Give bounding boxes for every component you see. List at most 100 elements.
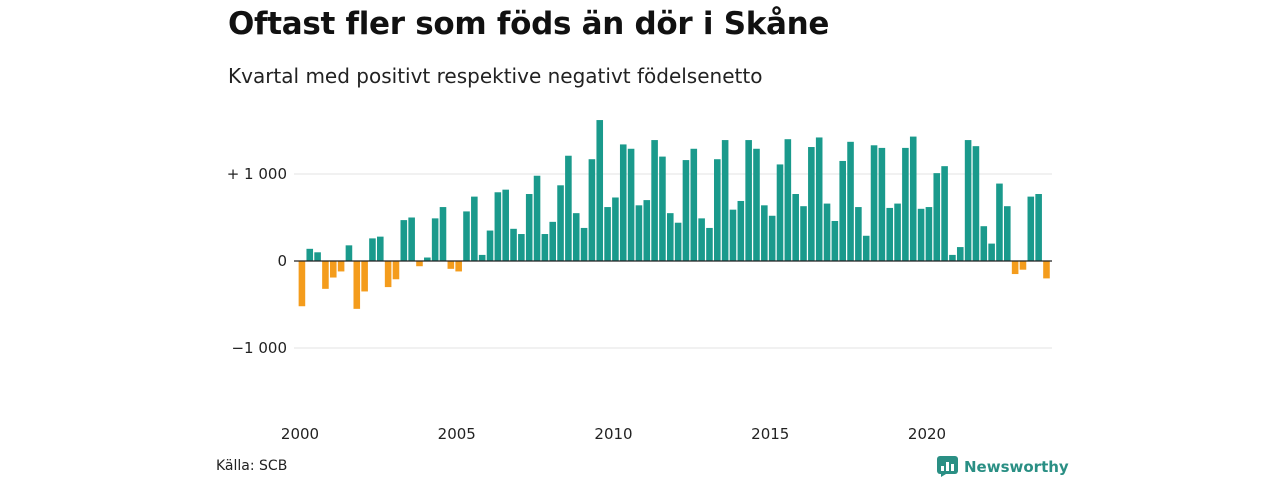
bar (635, 205, 643, 261)
bar (439, 207, 447, 261)
bar (1027, 196, 1035, 261)
bar (956, 247, 964, 261)
bar (1035, 194, 1042, 261)
bar (408, 217, 415, 261)
bar (768, 215, 776, 261)
chart-subtitle: Kvartal med positivt respektive negativt… (228, 64, 763, 88)
bar (447, 261, 455, 269)
bar (525, 194, 533, 261)
bar (1004, 206, 1011, 261)
grid-lines (294, 173, 1052, 349)
x-axis-ticks: 2000 2005 2010 2015 2020 (281, 425, 946, 443)
bar (557, 185, 564, 261)
bar (510, 228, 517, 261)
x-tick-label: 2000 (281, 425, 319, 443)
bars (298, 120, 1050, 309)
bar (486, 230, 494, 261)
bar (800, 206, 807, 261)
bar (400, 220, 408, 261)
bar (627, 148, 635, 261)
bar (996, 183, 1003, 261)
bar (604, 207, 611, 261)
bar (698, 218, 705, 261)
bar (392, 261, 400, 280)
bar (894, 203, 901, 261)
bar (964, 140, 972, 261)
bar (416, 261, 423, 267)
bar (855, 207, 862, 261)
bar (682, 160, 690, 261)
bar (706, 227, 713, 261)
bar (729, 209, 737, 261)
bar (463, 211, 470, 261)
source-note: Källa: SCB (216, 458, 288, 474)
bar (431, 218, 439, 261)
x-tick-label: 2020 (908, 425, 946, 443)
bar (424, 257, 431, 261)
y-tick-label: −1 000 (231, 339, 287, 357)
bar (619, 144, 627, 261)
bar (533, 175, 541, 261)
bar (384, 261, 392, 288)
bar (588, 159, 596, 261)
bar (792, 194, 799, 261)
bar (862, 235, 870, 261)
bar (612, 197, 619, 261)
bar (541, 234, 549, 261)
x-tick-label: 2005 (438, 425, 476, 443)
bar (565, 155, 572, 261)
bar (666, 213, 674, 261)
bar (690, 148, 698, 261)
bar (745, 140, 752, 261)
bar (784, 139, 792, 261)
bar (572, 213, 580, 261)
bar (839, 160, 846, 261)
bar (753, 148, 760, 261)
bar (518, 234, 525, 261)
bar (549, 221, 557, 261)
bar (941, 166, 948, 261)
bar (494, 192, 502, 261)
y-tick-label: + 1 000 (227, 165, 287, 183)
bar (337, 261, 345, 272)
bar (902, 147, 909, 261)
bar (651, 140, 658, 261)
y-axis-ticks: + 1 000 0 −1 000 (227, 165, 287, 357)
bar (353, 261, 361, 309)
bar (886, 207, 894, 261)
bar (580, 227, 588, 261)
bar (776, 164, 784, 261)
newsworthy-logo-icon (937, 456, 958, 477)
bar (761, 205, 768, 261)
bar (455, 261, 462, 272)
bar (306, 248, 314, 261)
bar (596, 120, 604, 261)
bar (933, 173, 941, 261)
bar (643, 200, 651, 261)
brand-logo: Newsworthy (937, 456, 1069, 477)
y-tick-label: 0 (277, 252, 287, 270)
bar (917, 208, 925, 261)
bar (1043, 261, 1050, 279)
bar (870, 145, 878, 261)
bar (831, 220, 839, 261)
bar (298, 261, 306, 307)
bar (502, 189, 509, 261)
bar (949, 254, 956, 261)
bar (659, 156, 666, 261)
bar (925, 207, 933, 261)
bar (314, 252, 321, 261)
brand-name: Newsworthy (964, 457, 1069, 476)
bar (377, 236, 384, 261)
bar (988, 243, 995, 261)
bar (815, 137, 823, 261)
bar (369, 238, 376, 261)
bar (329, 261, 337, 278)
bar (909, 136, 917, 261)
bar (878, 147, 886, 261)
bar (721, 140, 729, 261)
bar (1011, 261, 1019, 275)
chart-title: Oftast fler som föds än dör i Skåne (228, 6, 830, 42)
bar (471, 196, 478, 261)
